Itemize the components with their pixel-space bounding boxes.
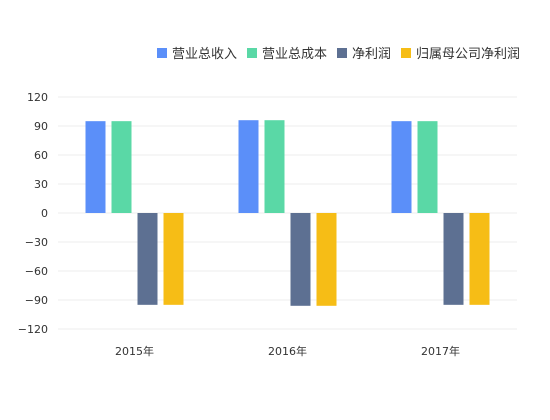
y-tick-label: −30 <box>25 236 48 249</box>
legend-label: 营业总成本 <box>262 47 327 62</box>
bar <box>137 213 158 305</box>
legend-label: 营业总收入 <box>172 47 237 62</box>
bar <box>264 120 285 213</box>
x-tick-label: 2017年 <box>421 344 460 358</box>
legend-label: 归属母公司净利润 <box>416 47 520 62</box>
y-tick-label: 0 <box>41 207 48 220</box>
bar <box>238 120 259 213</box>
y-axis: 120 90 60 30 0 −30 −60 −90 −120 <box>18 91 48 336</box>
legend-swatch <box>247 48 257 58</box>
bar <box>290 213 311 306</box>
x-tick-label: 2015年 <box>115 344 154 358</box>
legend: 营业总收入 营业总成本 净利润 归属母公司净利润 <box>157 47 520 62</box>
bar <box>391 121 412 213</box>
y-tick-label: 120 <box>27 91 48 104</box>
x-tick-label: 2016年 <box>268 344 307 358</box>
grid <box>58 96 517 330</box>
legend-item: 营业总收入 <box>157 47 237 62</box>
bar <box>85 121 106 213</box>
bar <box>316 213 337 306</box>
legend-item: 营业总成本 <box>247 47 327 62</box>
legend-item: 归属母公司净利润 <box>401 47 520 62</box>
legend-swatch <box>337 48 347 58</box>
y-tick-label: 30 <box>34 178 48 191</box>
y-tick-label: −90 <box>25 294 48 307</box>
legend-swatch <box>157 48 167 58</box>
y-tick-label: 90 <box>34 120 48 133</box>
y-tick-label: −60 <box>25 265 48 278</box>
y-tick-label: 60 <box>34 149 48 162</box>
bar <box>111 121 132 213</box>
bar <box>469 213 490 305</box>
legend-label: 净利润 <box>352 47 391 62</box>
bars <box>85 120 490 306</box>
legend-item: 净利润 <box>337 47 391 62</box>
bar <box>417 121 438 213</box>
x-axis: 2015年 2016年 2017年 <box>115 344 460 358</box>
bar <box>163 213 184 305</box>
legend-swatch <box>401 48 411 58</box>
bar <box>443 213 464 305</box>
y-tick-label: −120 <box>18 323 48 336</box>
